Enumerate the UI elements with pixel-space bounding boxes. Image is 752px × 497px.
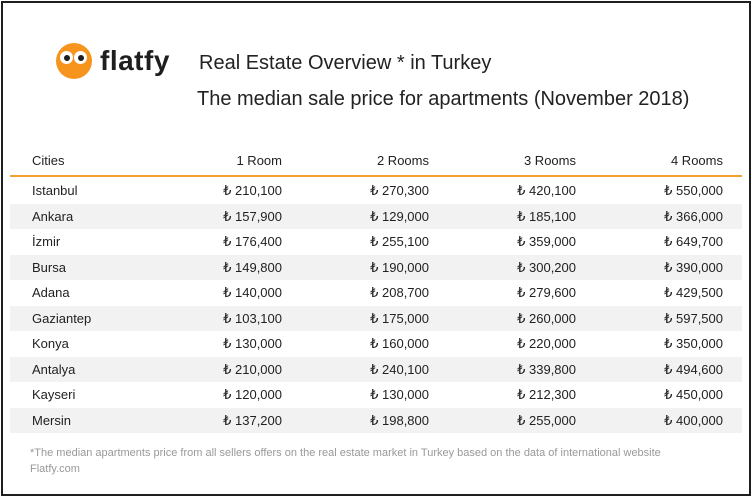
price-cell: ₺ 103,100	[223, 310, 282, 326]
price-cell: ₺ 130,000	[370, 387, 429, 402]
city-cell: Kayseri	[32, 387, 76, 402]
column-header-cities: Cities	[32, 153, 65, 168]
price-cell: ₺ 137,200	[223, 412, 282, 428]
city-cell: Bursa	[32, 259, 66, 275]
city-cell: Istanbul	[32, 183, 78, 198]
price-cell: ₺ 400,000	[664, 412, 723, 428]
table-row: Antalya ₺ 210,000 ₺ 240,100 ₺ 339,800 ₺ 494,…	[10, 356, 742, 382]
price-cell: ₺ 129,000	[370, 208, 429, 224]
city-cell: İzmir	[32, 234, 61, 249]
table-row: Adana ₺ 140,000 ₺ 208,700 ₺ 279,600 ₺ 429,50…	[10, 280, 742, 306]
table-row: Konya ₺ 130,000 ₺ 160,000 ₺ 220,000 ₺ 350,00…	[10, 331, 742, 357]
price-cell: ₺ 494,600	[664, 361, 723, 377]
owl-face-icon	[56, 43, 92, 79]
price-cell: ₺ 300,200	[517, 259, 576, 275]
city-cell: Mersin	[32, 412, 72, 428]
column-header-3-rooms: 3 Rooms	[523, 153, 576, 168]
column-header-4-rooms: 4 Rooms	[670, 153, 723, 168]
footnote: *The median apartments price from all se…	[30, 447, 661, 475]
price-cell: ₺ 190,000	[370, 259, 429, 275]
price-cell: ₺ 212,300	[517, 387, 576, 402]
price-table: Cities 1 Room 2 Rooms 3 Rooms 4 Rooms Is…	[10, 147, 742, 433]
city-cell: Antalya	[32, 361, 76, 377]
price-cell: ₺ 649,700	[664, 234, 723, 249]
price-cell: ₺ 260,000	[517, 310, 576, 326]
price-cell: ₺ 270,300	[370, 183, 429, 198]
price-cell: ₺ 240,100	[370, 361, 429, 377]
price-cell: ₺ 350,000	[664, 336, 723, 351]
price-cell: ₺ 450,000	[664, 387, 723, 402]
table-row: İzmir ₺ 176,400 ₺ 255,100 ₺ 359,000 ₺ 649,70…	[10, 229, 742, 255]
price-cell: ₺ 210,100	[223, 183, 282, 198]
price-cell: ₺ 210,000	[223, 361, 282, 377]
price-cell: ₺ 279,600	[517, 285, 576, 300]
price-cell: ₺ 429,500	[664, 285, 723, 300]
price-cell: ₺ 359,000	[517, 234, 576, 249]
table-row: Ankara ₺ 157,900 ₺ 129,000 ₺ 185,100 ₺ 366,0…	[10, 203, 742, 229]
table-row: Bursa ₺ 149,800 ₺ 190,000 ₺ 300,200 ₺ 390,00…	[10, 254, 742, 280]
table-row: Istanbul ₺ 210,100 ₺ 270,300 ₺ 420,100 ₺ 550…	[10, 178, 742, 204]
price-cell: ₺ 185,100	[517, 208, 576, 224]
price-cell: ₺ 176,400	[223, 234, 282, 249]
flatfy-logo: flatfy	[56, 43, 170, 79]
price-cell: ₺ 255,000	[517, 412, 576, 428]
table-header-row: Cities 1 Room 2 Rooms 3 Rooms 4 Rooms	[10, 147, 742, 177]
price-cell: ₺ 140,000	[223, 285, 282, 300]
column-header-1-room: 1 Room	[236, 153, 282, 168]
price-cell: ₺ 175,000	[370, 310, 429, 326]
logo-text: flatfy	[100, 45, 170, 76]
city-cell: Ankara	[32, 208, 74, 224]
city-cell: Konya	[32, 336, 69, 351]
page-title: Real Estate Overview * in Turkey	[199, 52, 492, 74]
table-row: Mersin ₺ 137,200 ₺ 198,800 ₺ 255,000 ₺ 400,0…	[10, 407, 742, 433]
price-cell: ₺ 208,700	[370, 285, 429, 300]
price-cell: ₺ 130,000	[223, 336, 282, 351]
price-cell: ₺ 120,000	[223, 387, 282, 402]
price-cell: ₺ 149,800	[223, 259, 282, 275]
price-cell: ₺ 157,900	[223, 208, 282, 224]
city-cell: Adana	[32, 285, 70, 300]
price-cell: ₺ 550,000	[664, 183, 723, 198]
price-cell: ₺ 220,000	[517, 336, 576, 351]
city-cell: Gaziantep	[32, 310, 92, 326]
column-header-2-rooms: 2 Rooms	[376, 153, 429, 168]
price-cell: ₺ 420,100	[517, 183, 576, 198]
price-cell: ₺ 339,800	[517, 361, 576, 377]
price-cell: ₺ 390,000	[664, 259, 723, 275]
price-cell: ₺ 597,500	[664, 310, 723, 326]
table-row: Kayseri ₺ 120,000 ₺ 130,000 ₺ 212,300 ₺ 450,…	[10, 382, 742, 408]
page-subtitle: The median sale price for apartments (No…	[197, 88, 690, 110]
price-cell: ₺ 198,800	[370, 412, 429, 428]
price-cell: ₺ 366,000	[664, 208, 723, 224]
price-cell: ₺ 160,000	[370, 336, 429, 351]
price-cell: ₺ 255,100	[370, 234, 429, 249]
table-row: Gaziantep ₺ 103,100 ₺ 175,000 ₺ 260,000 ₺ 59…	[10, 305, 742, 331]
